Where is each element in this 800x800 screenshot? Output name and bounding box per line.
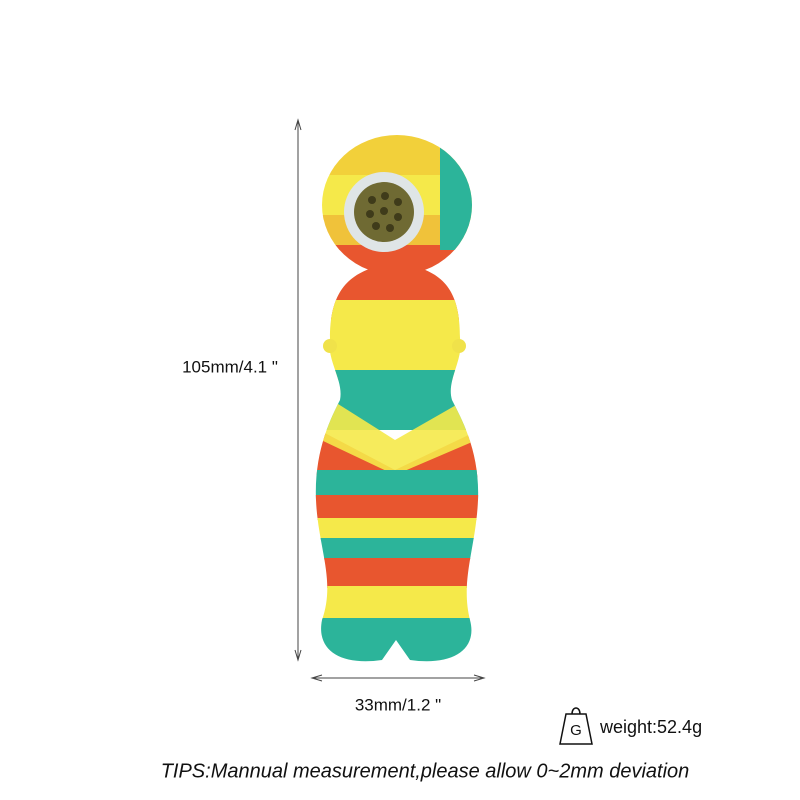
width-label: 33mm/1.2 " bbox=[355, 695, 441, 714]
width-arrows bbox=[310, 674, 486, 682]
height-arrows bbox=[294, 118, 302, 662]
detail bbox=[323, 339, 337, 353]
weight-icon-handle bbox=[571, 707, 581, 715]
weight-label: weight:52.4g bbox=[599, 717, 702, 737]
weight-icon bbox=[559, 713, 593, 745]
pipe-body bbox=[315, 268, 479, 662]
tips: TIPS:Mannual measurement,please allow 0~… bbox=[161, 760, 690, 782]
screen-holes bbox=[366, 192, 402, 232]
weight-icon-letter: G bbox=[570, 722, 582, 739]
height-label: 105mm/4.1 " bbox=[182, 357, 278, 376]
detail bbox=[452, 339, 466, 353]
